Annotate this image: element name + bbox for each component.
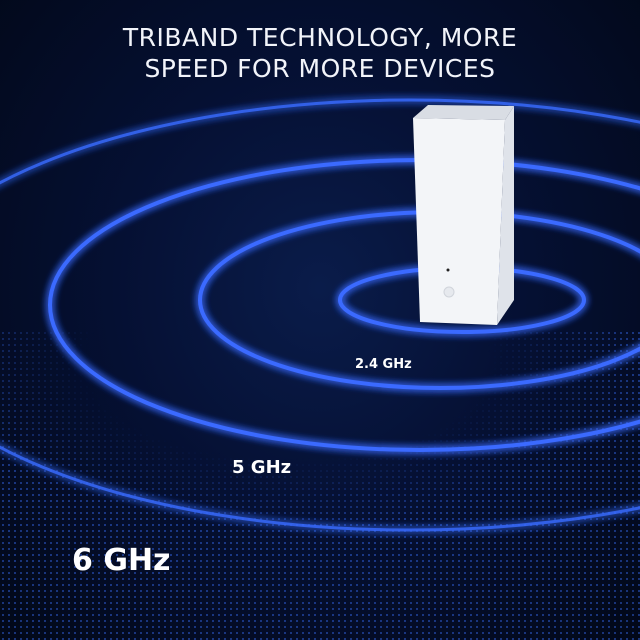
router-image (413, 105, 514, 325)
headline-line-2: SPEED FOR MORE DEVICES (144, 54, 496, 83)
status-led-icon (446, 268, 450, 272)
headline: TRIBAND TECHNOLOGY, MORE SPEED FOR MORE … (0, 22, 640, 84)
band-label-2-4ghz: 2.4 GHz (355, 357, 412, 372)
band-label-5ghz: 5 GHz (232, 457, 292, 478)
band-label-6ghz: 6 GHz (72, 543, 171, 578)
brand-logo-icon (443, 286, 455, 298)
ring-outer (0, 98, 640, 532)
headline-line-1: TRIBAND TECHNOLOGY, MORE (122, 23, 518, 52)
